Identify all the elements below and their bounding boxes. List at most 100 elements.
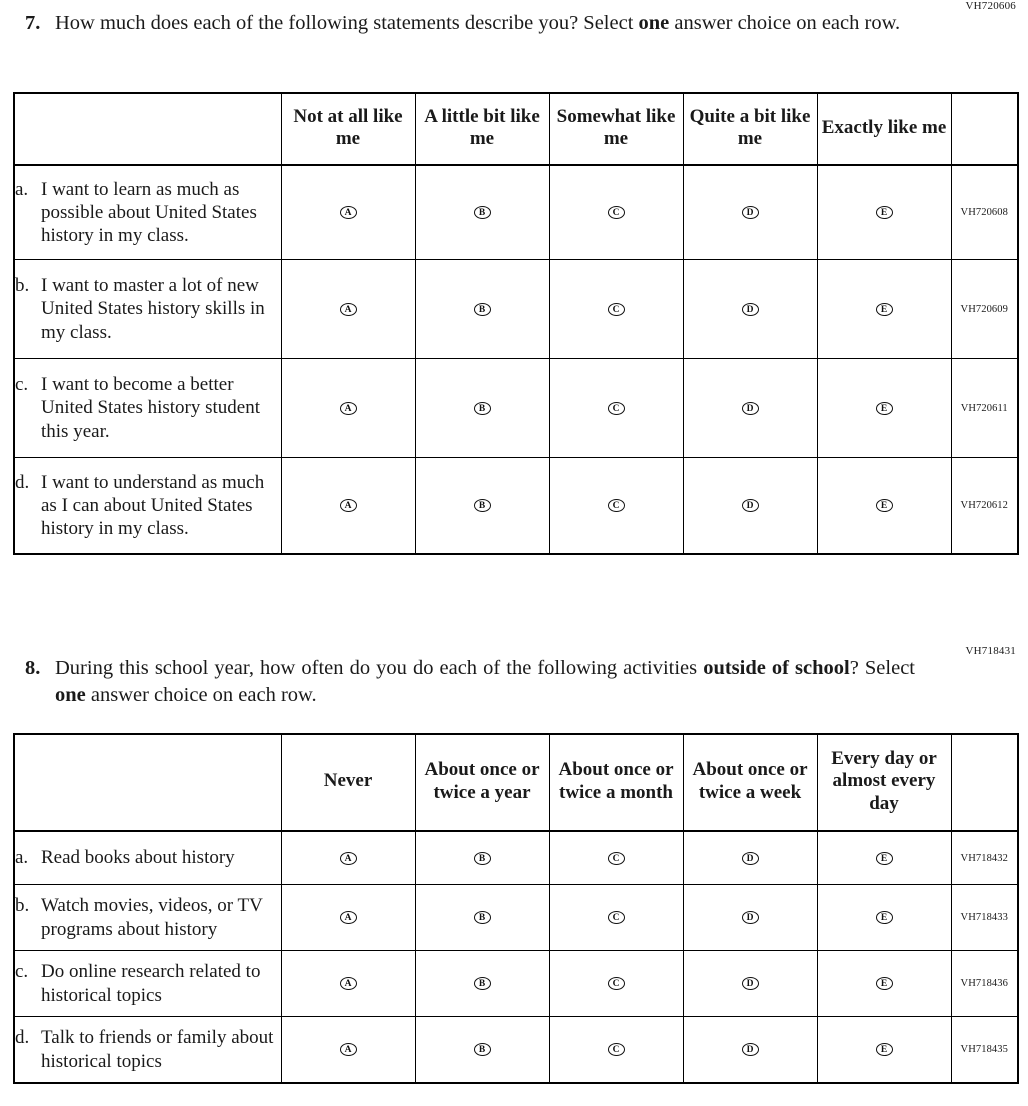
question-7-prompt-part2: answer choice on each row. (669, 12, 901, 34)
radio-bubble-e-icon[interactable]: E (875, 1043, 893, 1057)
question-7-row-b-stem: b. I want to master a lot of new United … (13, 259, 282, 359)
question-7-row-a-id-code: VH720608 (950, 164, 1019, 260)
question-7-row-d-option-b[interactable]: B (414, 457, 550, 555)
question-8-row-a-option-b[interactable]: B (414, 830, 550, 885)
question-7-row-d-option-d[interactable]: D (682, 457, 818, 555)
radio-bubble-e-icon[interactable]: E (875, 911, 893, 925)
radio-bubble-d-icon[interactable]: D (741, 851, 759, 865)
question-7-prompt-bold: one (638, 12, 670, 34)
question-8-row-a-option-c[interactable]: C (548, 830, 684, 885)
question-8-row-b-option-a[interactable]: A (280, 884, 416, 951)
radio-bubble-e-icon[interactable]: E (875, 302, 893, 316)
question-7-row-c-stem: c. I want to become a better United Stat… (13, 358, 282, 458)
radio-bubble-a-icon[interactable]: A (339, 499, 357, 513)
question-8-row-c-option-b[interactable]: B (414, 950, 550, 1017)
question-8-row-b-option-d[interactable]: D (682, 884, 818, 951)
question-7-row-b-option-e[interactable]: E (816, 259, 952, 359)
radio-bubble-a-icon[interactable]: A (339, 401, 357, 415)
question-7-row-a-option-e[interactable]: E (816, 164, 952, 260)
question-7-row-b-option-a[interactable]: A (280, 259, 416, 359)
question-8-row-d-option-a[interactable]: A (280, 1016, 416, 1084)
question-8-row-d-letter: d. (15, 1027, 30, 1049)
table-row: b. Watch movies, videos, or TV programs … (13, 884, 1019, 951)
question-8-row-b-option-e[interactable]: E (816, 884, 952, 951)
question-7-row-b-option-d[interactable]: D (682, 259, 818, 359)
question-7-row-d-stem: d. I want to understand as much as I can… (13, 457, 282, 555)
radio-bubble-c-icon[interactable]: C (607, 206, 625, 220)
question-7-row-a-option-b[interactable]: B (414, 164, 550, 260)
question-8-row-a-option-a[interactable]: A (280, 830, 416, 885)
radio-bubble-c-icon[interactable]: C (607, 499, 625, 513)
question-7-row-d-option-a[interactable]: A (280, 457, 416, 555)
radio-bubble-e-icon[interactable]: E (875, 499, 893, 513)
radio-bubble-c-icon[interactable]: C (607, 302, 625, 316)
radio-bubble-a-icon[interactable]: A (339, 1043, 357, 1057)
question-7-number: 7. (25, 12, 41, 34)
radio-bubble-a-icon[interactable]: A (339, 911, 357, 925)
question-8-row-b-option-b[interactable]: B (414, 884, 550, 951)
question-8-row-c-option-c[interactable]: C (548, 950, 684, 1017)
question-7-prompt-row: 7. How much does each of the following s… (13, 0, 1016, 37)
question-7-row-a-option-d[interactable]: D (682, 164, 818, 260)
radio-bubble-b-icon[interactable]: B (473, 977, 491, 991)
radio-bubble-e-icon[interactable]: E (875, 851, 893, 865)
radio-bubble-c-icon[interactable]: C (607, 401, 625, 415)
question-7-row-b-label: I want to master a lot of new United Sta… (41, 275, 265, 343)
question-8-row-c-option-a[interactable]: A (280, 950, 416, 1017)
question-7-row-b-option-b[interactable]: B (414, 259, 550, 359)
radio-bubble-c-icon[interactable]: C (607, 977, 625, 991)
radio-bubble-d-icon[interactable]: D (741, 911, 759, 925)
radio-bubble-b-icon[interactable]: B (473, 302, 491, 316)
question-8-row-a-option-d[interactable]: D (682, 830, 818, 885)
question-8-row-c-option-d[interactable]: D (682, 950, 818, 1017)
radio-bubble-a-icon[interactable]: A (339, 851, 357, 865)
question-7-row-b-option-c[interactable]: C (548, 259, 684, 359)
radio-bubble-c-icon[interactable]: C (607, 851, 625, 865)
radio-bubble-a-icon[interactable]: A (339, 977, 357, 991)
question-8-matrix-table: Never About once or twice a year About o… (13, 733, 1019, 1084)
radio-bubble-b-icon[interactable]: B (473, 206, 491, 220)
question-7-prompt: How much does each of the following stat… (55, 10, 915, 37)
table-row: c. Do online research related to histori… (13, 950, 1019, 1017)
table-row: a. Read books about history A B C D E VH… (13, 830, 1019, 885)
question-8-row-a-option-e[interactable]: E (816, 830, 952, 885)
radio-bubble-a-icon[interactable]: A (339, 206, 357, 220)
question-7-row-c-option-b[interactable]: B (414, 358, 550, 458)
question-8-row-c-option-e[interactable]: E (816, 950, 952, 1017)
radio-bubble-b-icon[interactable]: B (473, 401, 491, 415)
question-7-row-d-option-e[interactable]: E (816, 457, 952, 555)
question-7-row-c-option-a[interactable]: A (280, 358, 416, 458)
radio-bubble-e-icon[interactable]: E (875, 977, 893, 991)
question-7-row-c-option-d[interactable]: D (682, 358, 818, 458)
question-8-row-a-letter: a. (15, 847, 29, 869)
question-8-row-d-option-b[interactable]: B (414, 1016, 550, 1084)
radio-bubble-d-icon[interactable]: D (741, 499, 759, 513)
question-8-row-b-option-c[interactable]: C (548, 884, 684, 951)
question-7-row-a-option-c[interactable]: C (548, 164, 684, 260)
radio-bubble-c-icon[interactable]: C (607, 911, 625, 925)
question-7-row-c-option-e[interactable]: E (816, 358, 952, 458)
radio-bubble-a-icon[interactable]: A (339, 302, 357, 316)
radio-bubble-b-icon[interactable]: B (473, 499, 491, 513)
question-7-column-header-4: Quite a bit like me (682, 92, 818, 166)
question-8-row-d-option-c[interactable]: C (548, 1016, 684, 1084)
radio-bubble-b-icon[interactable]: B (473, 851, 491, 865)
question-7-row-d-option-c[interactable]: C (548, 457, 684, 555)
radio-bubble-c-icon[interactable]: C (607, 1043, 625, 1057)
question-8-row-d-option-d[interactable]: D (682, 1016, 818, 1084)
radio-bubble-d-icon[interactable]: D (741, 1043, 759, 1057)
table-row: d. Talk to friends or family about histo… (13, 1016, 1019, 1084)
radio-bubble-e-icon[interactable]: E (875, 206, 893, 220)
radio-bubble-b-icon[interactable]: B (473, 911, 491, 925)
question-7-row-a-option-a[interactable]: A (280, 164, 416, 260)
radio-bubble-d-icon[interactable]: D (741, 206, 759, 220)
question-8-prompt-bold: outside of school (703, 657, 850, 679)
question-8-column-header-5: Every day or almost every day (816, 733, 952, 832)
radio-bubble-d-icon[interactable]: D (741, 977, 759, 991)
radio-bubble-d-icon[interactable]: D (741, 401, 759, 415)
radio-bubble-e-icon[interactable]: E (875, 401, 893, 415)
question-8-row-d-option-e[interactable]: E (816, 1016, 952, 1084)
radio-bubble-b-icon[interactable]: B (473, 1043, 491, 1057)
question-7-row-c-option-c[interactable]: C (548, 358, 684, 458)
radio-bubble-d-icon[interactable]: D (741, 302, 759, 316)
